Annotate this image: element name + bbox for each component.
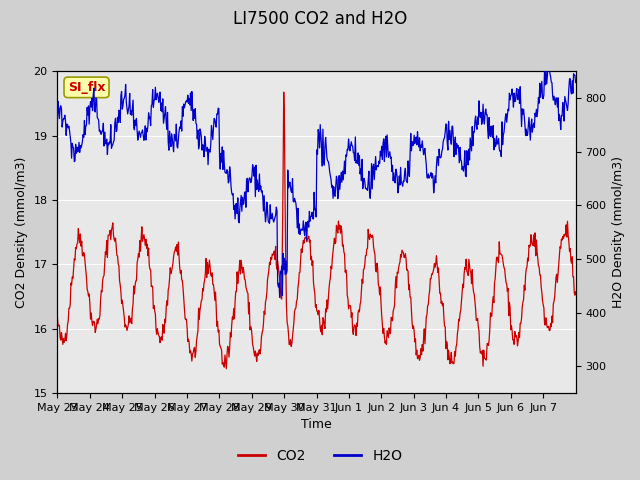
Y-axis label: H2O Density (mmol/m3): H2O Density (mmol/m3) [612,156,625,308]
Text: LI7500 CO2 and H2O: LI7500 CO2 and H2O [233,10,407,28]
Text: SI_flx: SI_flx [68,81,105,94]
X-axis label: Time: Time [301,419,332,432]
Legend: CO2, H2O: CO2, H2O [232,443,408,468]
Y-axis label: CO2 Density (mmol/m3): CO2 Density (mmol/m3) [15,156,28,308]
